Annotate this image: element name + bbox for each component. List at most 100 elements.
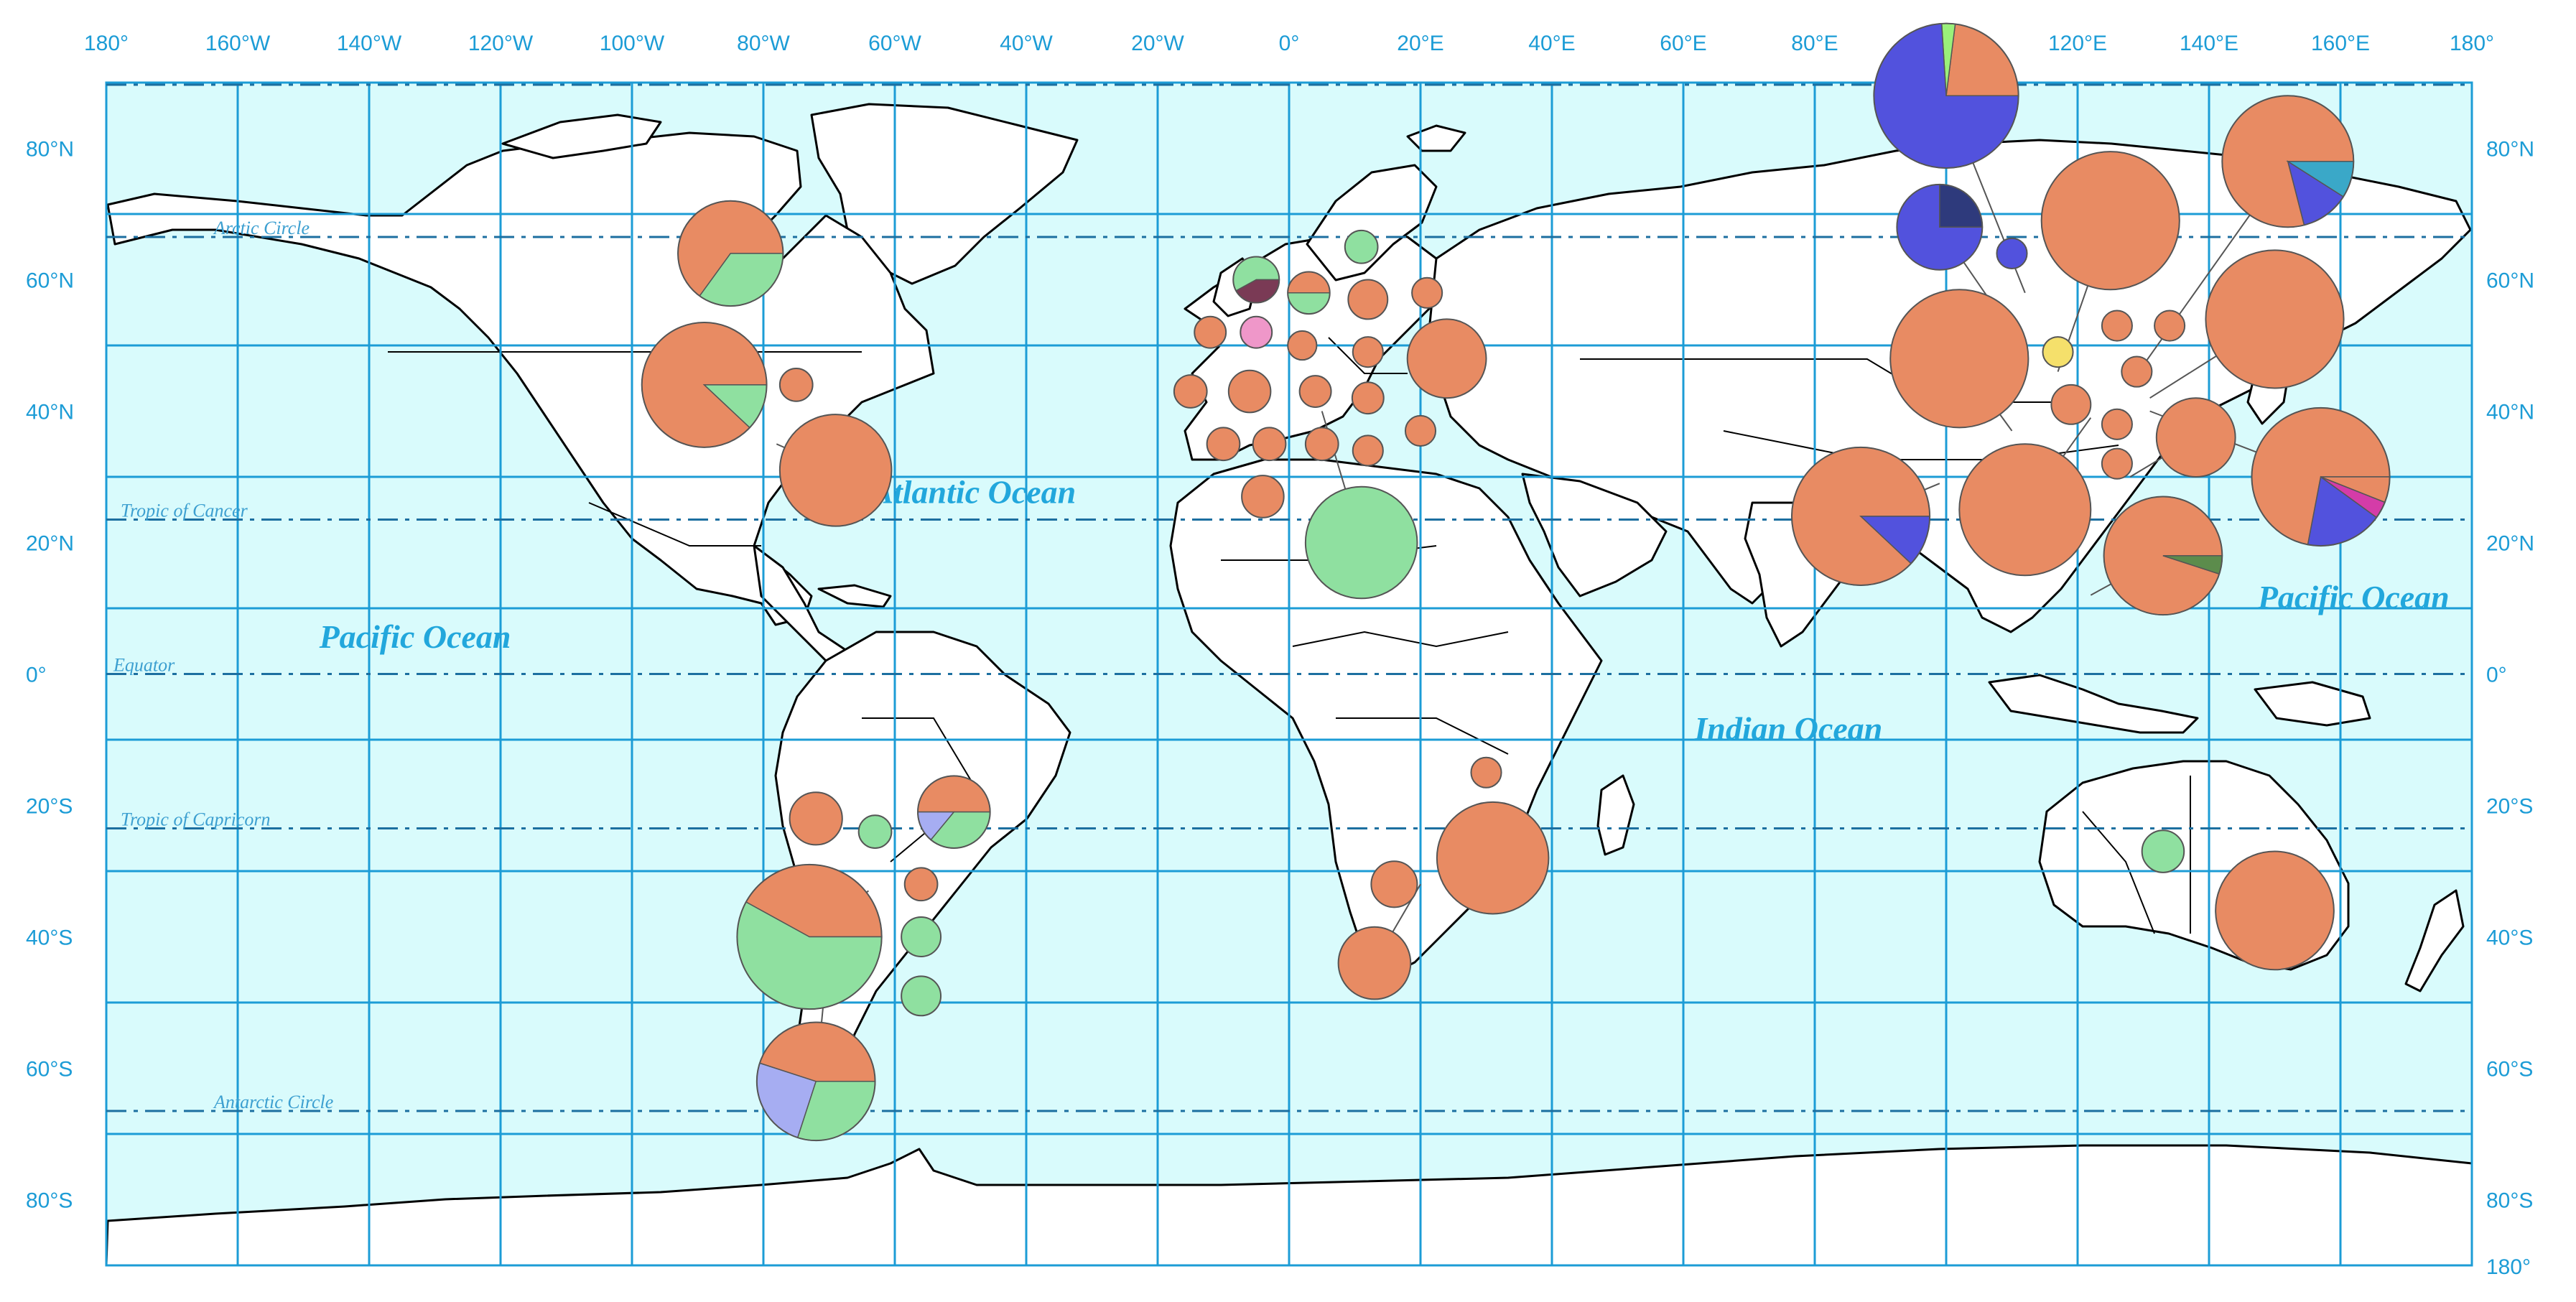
pie-outline xyxy=(1287,271,1331,315)
pie-chart[interactable] xyxy=(1352,434,1384,467)
pie-chart[interactable] xyxy=(789,791,843,846)
pie-outline xyxy=(2221,95,2355,228)
pie-chart[interactable] xyxy=(1287,271,1331,315)
pie-chart[interactable] xyxy=(1873,22,2019,169)
pie-chart[interactable] xyxy=(1406,318,1487,399)
pie-chart[interactable] xyxy=(2040,151,2180,291)
pie-chart[interactable] xyxy=(1287,330,1318,361)
pie-chart[interactable] xyxy=(1404,414,1437,447)
pie-chart[interactable] xyxy=(2050,383,2092,425)
pie-chart[interactable] xyxy=(1240,315,1273,349)
pie-slice xyxy=(1252,427,1287,462)
pie-chart[interactable] xyxy=(1252,427,1287,462)
latitude-label-left: 60°N xyxy=(26,269,74,293)
pie-chart[interactable] xyxy=(901,916,942,957)
axis-labels: 180° 160°W 140°W 120°W 100°W 80°W 60°W 40°W 20°W… xyxy=(26,32,2534,1279)
longitude-label: 160°E xyxy=(2311,32,2370,55)
pie-chart[interactable] xyxy=(1304,427,1339,462)
pie-chart[interactable] xyxy=(677,200,784,307)
pie-chart[interactable] xyxy=(917,775,991,849)
pie-chart[interactable] xyxy=(1790,446,1931,586)
pie-chart[interactable] xyxy=(901,975,942,1017)
pie-chart[interactable] xyxy=(2221,95,2355,228)
pie-chart[interactable] xyxy=(2251,406,2391,547)
pie-slice xyxy=(1411,276,1443,309)
pie-outline xyxy=(755,1021,876,1142)
pie-slice xyxy=(1996,237,2028,269)
pie-chart[interactable] xyxy=(1436,801,1550,915)
pie-chart[interactable] xyxy=(1344,229,1379,264)
pie-chart[interactable] xyxy=(2154,310,2186,342)
pie-outline xyxy=(677,200,784,307)
pie-outline xyxy=(917,775,991,849)
pie-outline xyxy=(1232,256,1280,304)
pie-chart[interactable] xyxy=(1206,427,1241,462)
pie-slice xyxy=(1304,485,1418,600)
pie-chart[interactable] xyxy=(778,414,893,527)
longitude-label: 120°W xyxy=(468,32,534,55)
longitude-label: 140°W xyxy=(337,32,402,55)
pie-chart[interactable] xyxy=(2155,397,2236,478)
pie-chart[interactable] xyxy=(903,867,939,902)
pie-slice xyxy=(778,368,814,402)
pie-chart[interactable] xyxy=(736,863,883,1010)
pie-chart[interactable] xyxy=(1996,237,2028,269)
longitude-label: 160°W xyxy=(205,32,271,55)
pie-chart[interactable] xyxy=(2141,829,2185,873)
pie-slice xyxy=(778,414,893,527)
latitude-label-right: 80°N xyxy=(2486,138,2534,162)
pie-slice xyxy=(1351,381,1385,415)
pie-chart[interactable] xyxy=(2121,355,2153,388)
latitude-label-left: 60°S xyxy=(26,1058,73,1082)
pie-chart[interactable] xyxy=(1958,443,2092,577)
pie-chart[interactable] xyxy=(1298,375,1332,409)
longitude-label: 40°W xyxy=(1000,32,1053,55)
pie-chart[interactable] xyxy=(2205,249,2345,389)
pie-chart[interactable] xyxy=(2042,336,2074,368)
pie-chart[interactable] xyxy=(2215,850,2335,971)
pie-chart[interactable] xyxy=(1241,475,1285,519)
pie-chart[interactable] xyxy=(1194,315,1227,349)
pie-chart[interactable] xyxy=(1470,756,1502,789)
scandinavia xyxy=(1306,164,1438,282)
pie-chart[interactable] xyxy=(2103,496,2223,616)
latitude-label-left: 20°N xyxy=(26,532,74,556)
pie-chart[interactable] xyxy=(1896,183,1984,271)
madagascar xyxy=(1596,774,1635,856)
pie-chart[interactable] xyxy=(1304,485,1418,600)
ocean-label: Pacific Ocean xyxy=(319,618,511,655)
pie-slice xyxy=(2155,397,2236,478)
pie-chart[interactable] xyxy=(1337,926,1412,1000)
special-latitude-lines: Arctic Circle Tropic of Cancer Equator Trop… xyxy=(106,83,2472,1112)
special-latitude-label: Tropic of Capricorn xyxy=(121,809,271,830)
pie-outline xyxy=(641,321,768,448)
pie-chart[interactable] xyxy=(755,1021,876,1142)
greenland xyxy=(810,103,1079,285)
ocean-label: Atlantic Ocean xyxy=(869,474,1076,511)
pie-chart[interactable] xyxy=(778,368,814,402)
pie-slice xyxy=(1470,756,1502,789)
pie-chart[interactable] xyxy=(1370,860,1418,908)
latitude-label-left: 40°N xyxy=(26,401,74,424)
pie-outline xyxy=(736,863,883,1010)
latitude-label-right: 40°N xyxy=(2486,401,2534,424)
pie-chart[interactable] xyxy=(1351,381,1385,415)
longitude-label: 120°E xyxy=(2048,32,2107,55)
longitude-label: 100°W xyxy=(600,32,665,55)
pie-chart[interactable] xyxy=(2101,447,2133,480)
longitude-label: 60°E xyxy=(1660,32,1706,55)
pie-chart[interactable] xyxy=(857,814,893,849)
pie-chart[interactable] xyxy=(1411,276,1443,309)
pie-chart[interactable] xyxy=(2101,310,2133,342)
pie-chart[interactable] xyxy=(1352,336,1384,368)
latitude-label-right: 0° xyxy=(2486,664,2507,687)
pie-chart[interactable] xyxy=(1347,279,1389,320)
pie-chart[interactable] xyxy=(1173,374,1208,409)
pie-chart[interactable] xyxy=(2101,408,2133,440)
indonesia xyxy=(1988,674,2199,734)
pie-chart[interactable] xyxy=(1232,256,1280,304)
pie-chart[interactable] xyxy=(1889,289,2029,429)
pie-chart[interactable] xyxy=(1227,369,1272,414)
pie-chart[interactable] xyxy=(641,321,768,448)
